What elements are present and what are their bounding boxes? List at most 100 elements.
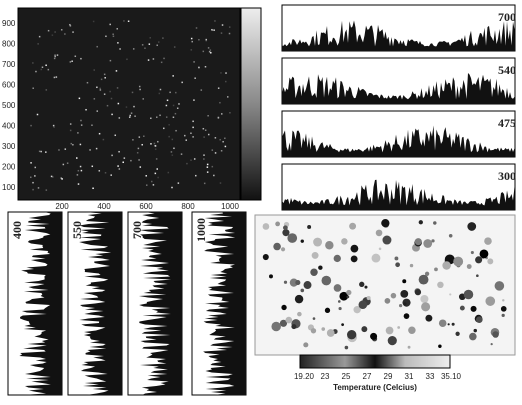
map-blob xyxy=(326,329,335,337)
speckle xyxy=(35,70,37,73)
map-blob xyxy=(501,313,505,317)
map-blob xyxy=(291,324,297,330)
speckle xyxy=(213,174,215,177)
speckle xyxy=(152,184,155,186)
speckle xyxy=(222,140,224,143)
speckle xyxy=(126,58,128,61)
map-blob xyxy=(387,336,397,346)
speckle xyxy=(34,175,36,177)
speckle xyxy=(32,62,34,64)
map-blob xyxy=(303,281,312,290)
colorbar-tick-label: 33 xyxy=(426,372,435,381)
speckle xyxy=(32,188,34,191)
map-blob xyxy=(346,289,352,296)
speckle xyxy=(86,81,89,84)
map-blob xyxy=(442,261,451,270)
map-blob xyxy=(385,326,394,335)
speckle xyxy=(172,75,174,77)
speckle xyxy=(206,166,209,168)
map-blob xyxy=(424,271,430,276)
map-blob xyxy=(418,274,429,285)
speckle xyxy=(78,97,81,100)
speckle xyxy=(155,158,158,160)
map-blob xyxy=(484,237,492,245)
map-blob xyxy=(300,288,305,293)
speckle xyxy=(219,182,222,184)
speckle xyxy=(110,174,112,176)
map-blob xyxy=(285,316,293,324)
map-blob xyxy=(473,328,477,333)
map-blob xyxy=(403,302,407,306)
speckle xyxy=(217,117,220,119)
speckle xyxy=(71,60,73,62)
speckle xyxy=(190,37,193,40)
colorbar-tick-label: 23 xyxy=(321,372,330,381)
speckle xyxy=(169,91,171,94)
speckle xyxy=(224,145,227,148)
speckle xyxy=(118,150,120,153)
speckle xyxy=(159,114,161,117)
map-blob xyxy=(262,223,270,230)
speckle xyxy=(147,59,150,61)
speckle xyxy=(154,172,157,175)
thermal-image xyxy=(17,7,241,201)
map-blob xyxy=(494,281,505,291)
map-colorbar xyxy=(299,354,451,369)
speckle xyxy=(193,99,195,101)
speckle xyxy=(77,183,80,185)
speckle xyxy=(91,165,94,168)
y-tick-label: 900 xyxy=(2,19,16,28)
speckle xyxy=(159,88,162,91)
map-blob xyxy=(492,331,499,338)
speckle xyxy=(98,132,101,135)
speckle xyxy=(114,134,117,137)
speckle xyxy=(45,151,47,153)
speckle xyxy=(195,27,198,29)
speckle xyxy=(69,61,72,63)
speckle xyxy=(203,182,206,185)
speckle xyxy=(34,166,37,169)
speckle xyxy=(36,113,39,116)
speckle xyxy=(174,112,177,115)
map-blob xyxy=(346,295,350,299)
colorbar-tick-label: 35.10 xyxy=(441,372,462,381)
map-blob xyxy=(394,256,399,261)
speckle xyxy=(80,169,83,172)
speckle xyxy=(96,86,98,89)
speckle xyxy=(80,119,82,122)
speckle xyxy=(52,124,55,127)
speckle xyxy=(192,126,194,129)
speckle xyxy=(118,168,121,170)
map-blob xyxy=(275,221,281,227)
map-blob xyxy=(470,305,477,312)
speckle xyxy=(172,116,175,119)
map-blob xyxy=(469,332,477,341)
map-blob xyxy=(423,239,433,248)
map-blob xyxy=(455,331,460,336)
speckle xyxy=(117,165,119,167)
speckle xyxy=(69,25,72,27)
speckle xyxy=(117,42,119,44)
speckle xyxy=(130,159,132,162)
speckle xyxy=(37,187,40,189)
speckle xyxy=(109,23,111,26)
map-blob xyxy=(361,326,368,333)
map-blob xyxy=(295,280,301,286)
speckle xyxy=(56,54,59,56)
speckle xyxy=(138,85,141,88)
vprofile-trace xyxy=(19,212,62,395)
speckle xyxy=(206,163,209,166)
speckle xyxy=(214,20,216,22)
map-blob xyxy=(341,238,348,245)
speckle xyxy=(221,113,223,115)
map-blob xyxy=(382,235,392,245)
profile-trace xyxy=(282,20,515,51)
map-blob xyxy=(339,291,349,301)
speckle xyxy=(156,116,158,118)
speckle xyxy=(157,176,159,179)
map-blob xyxy=(307,224,312,229)
map-blob xyxy=(438,319,447,328)
speckle xyxy=(104,172,107,174)
speckle xyxy=(79,165,82,168)
map-blob xyxy=(303,342,309,348)
